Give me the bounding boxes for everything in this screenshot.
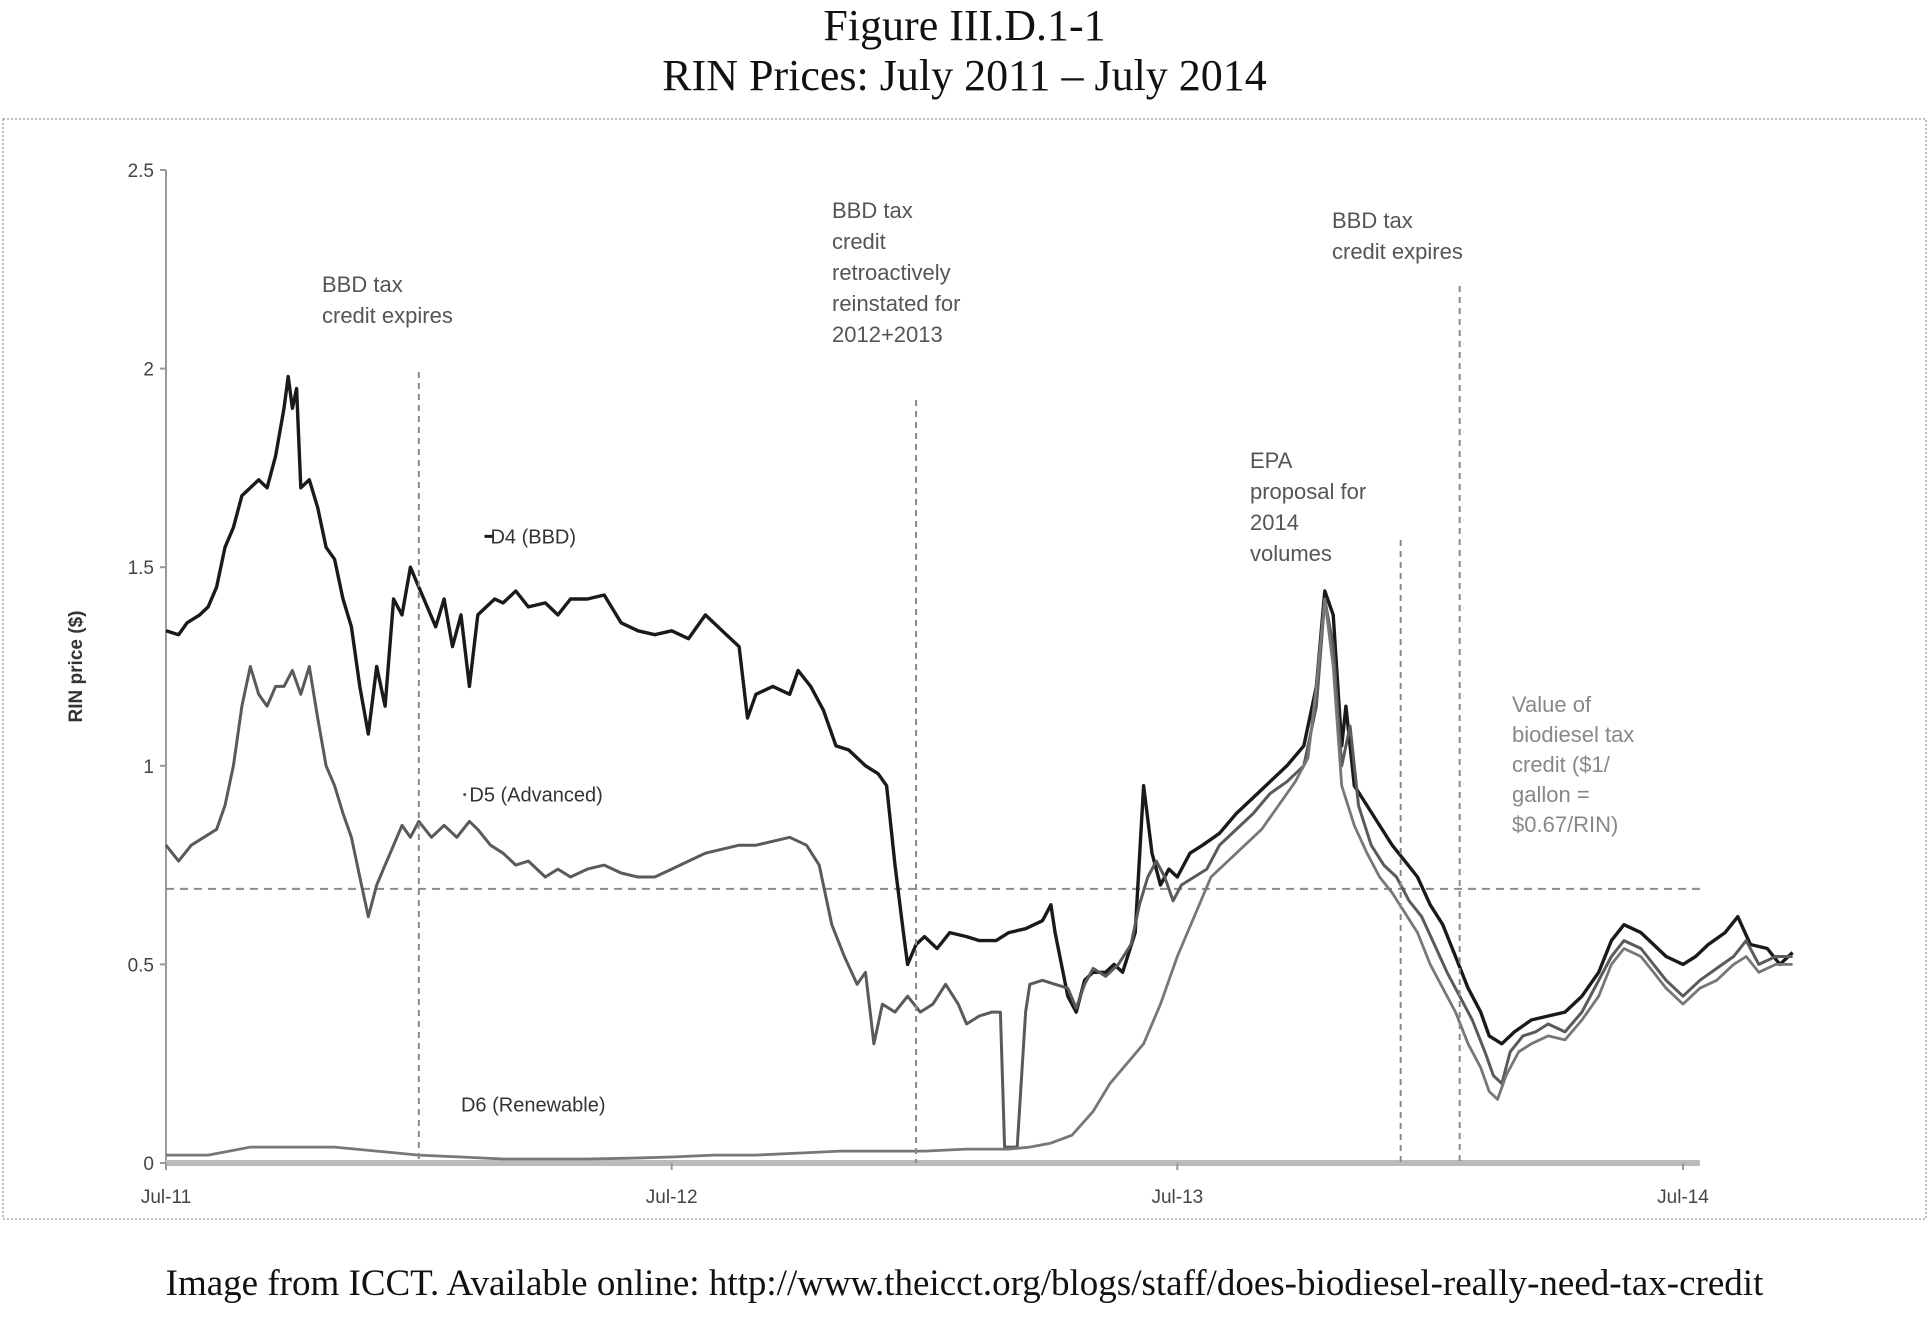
figure-title-line1: Figure III.D.1-1 [823, 1, 1106, 50]
event-annotation-line: proposal for [1250, 479, 1366, 504]
event-annotation-line: reinstated for [832, 291, 960, 316]
event-annotation: BBD tax credit expires [322, 272, 453, 328]
event-annotation-line: EPA [1250, 448, 1293, 473]
event-annotation-line: volumes [1250, 541, 1332, 566]
event-annotation-line: retroactively [832, 260, 951, 285]
chart-frame [2, 118, 1927, 1220]
tax-credit-note-line: gallon = [1512, 782, 1590, 807]
tax-credit-note-line: biodiesel tax [1512, 722, 1634, 747]
legend-label: D4 (BBD) [490, 526, 576, 548]
y-tick-label: 0.5 [128, 955, 154, 976]
tax-credit-note-line: $0.67/RIN) [1512, 812, 1618, 837]
x-tick-label: Jul-14 [1657, 1187, 1709, 1208]
event-annotation: BBD tax credit expires [1332, 208, 1463, 264]
legend-label: D6 (Renewable) [461, 1094, 606, 1116]
x-tick-label: Jul-12 [646, 1187, 698, 1208]
event-annotation-line: BBD tax [1332, 208, 1413, 233]
event-annotation-line: 2014 [1250, 510, 1299, 535]
y-tick-label: 0 [143, 1154, 154, 1175]
figure-title-line2: RIN Prices: July 2011 – July 2014 [662, 51, 1267, 100]
legend-label: D5 (Advanced) [469, 785, 602, 807]
figure-caption: Image from ICCT. Available online: http:… [165, 1263, 1764, 1304]
x-tick-label: Jul-13 [1151, 1187, 1203, 1208]
event-annotation-line: BBD tax [832, 198, 913, 223]
event-annotation: EPA proposal for 2014 volumes [1250, 448, 1366, 566]
y-tick-label: 2 [143, 360, 154, 381]
event-annotation-line: credit expires [322, 303, 453, 328]
series-line-d5-advanced [164, 597, 1793, 1149]
x-tick-label: Jul-11 [141, 1187, 191, 1208]
event-annotation-line: 2012+2013 [832, 322, 943, 347]
tax-credit-note-line: Value of [1512, 692, 1592, 717]
y-tick-label: 2.5 [128, 161, 154, 182]
event-annotation: BBD tax credit retroactively reinstated for… [832, 198, 960, 347]
series-line-d4-bbd [165, 374, 1794, 1046]
y-tick-label: 1 [143, 757, 154, 778]
y-axis-label: RIN price ($) [66, 611, 87, 723]
tax-credit-value-note: Value of biodiesel tax credit ($1/gallon =… [1512, 692, 1634, 837]
series-line-d6-renewable [166, 597, 1793, 1161]
event-annotation-line: credit [832, 229, 886, 254]
tax-credit-note-line: credit ($1/ [1512, 752, 1611, 777]
y-tick-label: 1.5 [128, 558, 154, 579]
event-annotation-line: BBD tax [322, 272, 403, 297]
event-annotation-line: credit expires [1332, 239, 1463, 264]
